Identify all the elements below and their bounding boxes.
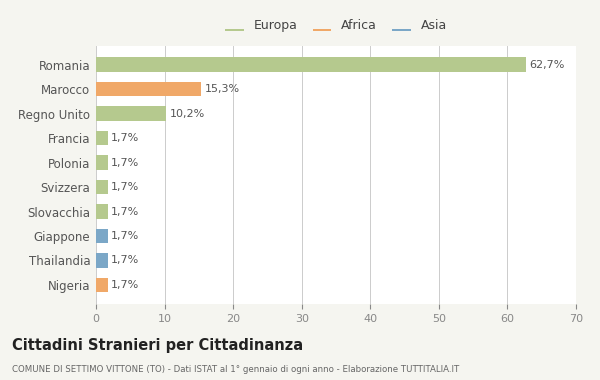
Text: 1,7%: 1,7%	[111, 280, 139, 290]
Bar	[96, 229, 107, 243]
Text: 1,7%: 1,7%	[111, 255, 139, 266]
Text: 1,7%: 1,7%	[111, 182, 139, 192]
Bar	[96, 253, 107, 268]
Bar	[96, 180, 107, 195]
Bar	[96, 155, 107, 170]
Text: 62,7%: 62,7%	[529, 60, 565, 70]
Bar	[96, 82, 201, 97]
Text: Cittadini Stranieri per Cittadinanza: Cittadini Stranieri per Cittadinanza	[12, 338, 303, 353]
Text: 15,3%: 15,3%	[205, 84, 239, 94]
Legend: Europa, Africa, Asia: Europa, Africa, Asia	[221, 16, 451, 36]
Text: 1,7%: 1,7%	[111, 231, 139, 241]
Text: COMUNE DI SETTIMO VITTONE (TO) - Dati ISTAT al 1° gennaio di ogni anno - Elabora: COMUNE DI SETTIMO VITTONE (TO) - Dati IS…	[12, 365, 459, 374]
Bar	[96, 204, 107, 219]
Text: 10,2%: 10,2%	[169, 109, 205, 119]
Bar	[96, 277, 107, 292]
Bar	[96, 131, 107, 146]
Text: 1,7%: 1,7%	[111, 206, 139, 217]
Bar	[96, 106, 166, 121]
Bar	[96, 57, 526, 72]
Text: 1,7%: 1,7%	[111, 158, 139, 168]
Text: 1,7%: 1,7%	[111, 133, 139, 143]
